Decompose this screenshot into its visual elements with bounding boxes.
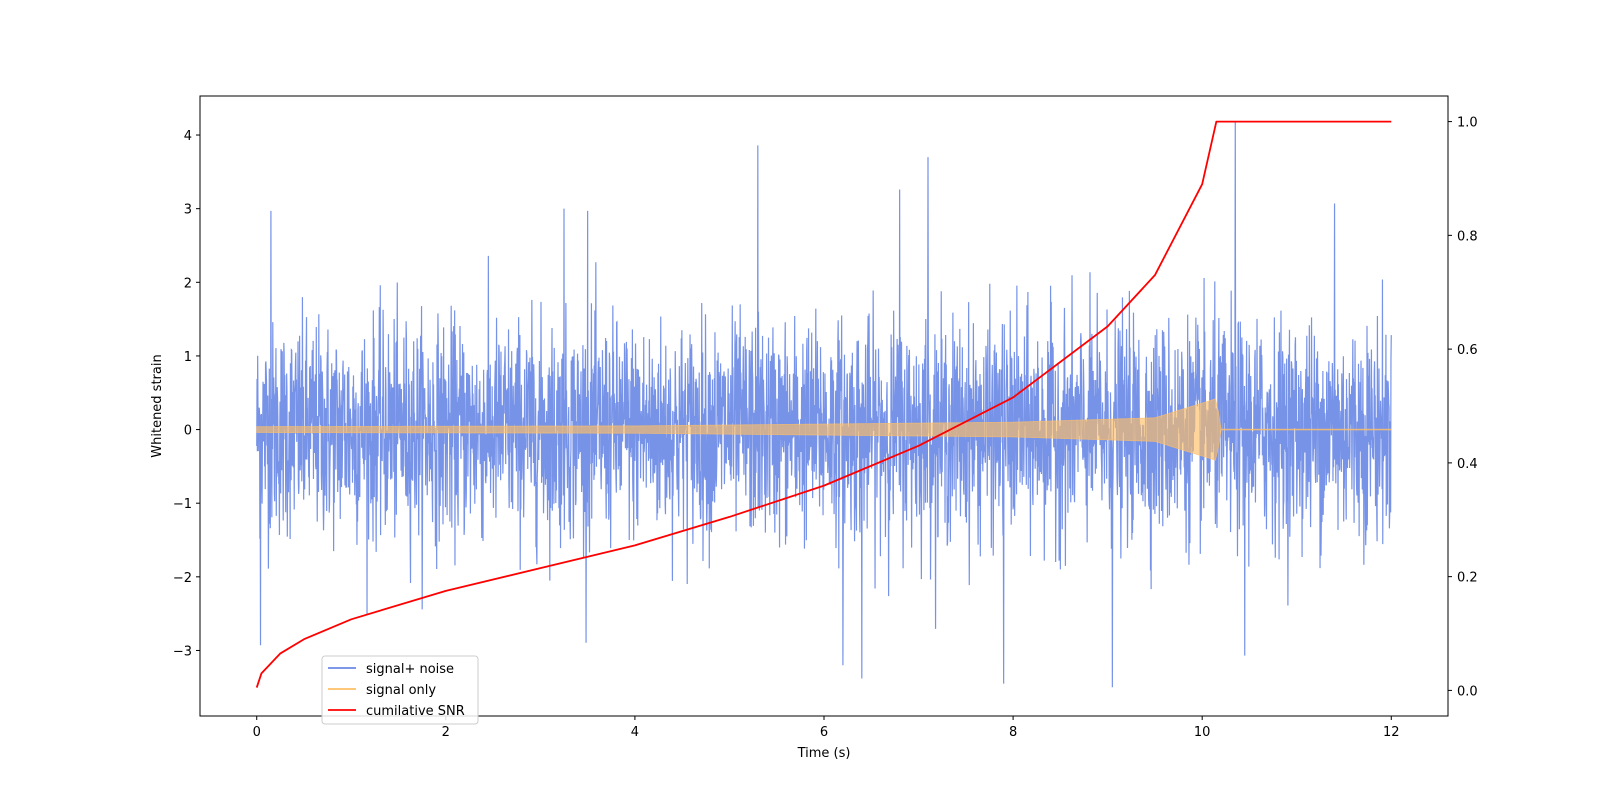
y-tick-label: 2: [184, 276, 192, 291]
y2-tick-label: 0.4: [1457, 457, 1478, 472]
y2-tick-label: 1.0: [1457, 116, 1478, 131]
y-axis-label: Whitened strain: [150, 354, 165, 457]
x-axis: 0 2 4 6 8 10 12: [253, 716, 1400, 740]
x-tick-label: 2: [442, 725, 450, 740]
y2-tick-label: 0.8: [1457, 229, 1478, 244]
x-tick-label: 6: [820, 725, 828, 740]
y-tick-label: −3: [173, 644, 192, 659]
legend: signal+ noise signal only cumilative SNR: [321, 655, 479, 725]
series-signal-only: [256, 398, 1392, 461]
x-tick-label: 10: [1194, 725, 1211, 740]
y2-tick-label: 0.6: [1457, 343, 1478, 358]
y-tick-label: 0: [184, 424, 192, 439]
x-tick-label: 0: [253, 725, 261, 740]
y-tick-label: −1: [173, 497, 192, 512]
y-axis-left: −3 −2 −1 0 1 2 3 4: [173, 129, 200, 659]
series-cumilative-snr: [255, 120, 1392, 688]
x-tick-label: 12: [1383, 725, 1400, 740]
legend-label-cumilative-snr: cumilative SNR: [366, 704, 465, 719]
x-tick-label: 8: [1009, 725, 1017, 740]
y-axis-right: 0.0 0.2 0.4 0.6 0.8 1.0: [1448, 116, 1478, 699]
x-tick-label: 4: [631, 725, 639, 740]
y2-tick-label: 0.0: [1457, 684, 1478, 699]
legend-label-signal-noise: signal+ noise: [366, 662, 454, 677]
plot-area: [255, 120, 1392, 688]
y-tick-label: −2: [173, 571, 192, 586]
y-tick-label: 3: [184, 203, 192, 218]
y2-tick-label: 0.2: [1457, 571, 1478, 586]
legend-box: [321, 655, 479, 725]
legend-label-signal-only: signal only: [366, 683, 436, 698]
x-axis-label: Time (s): [797, 746, 851, 761]
y-tick-label: 4: [184, 129, 192, 144]
y-tick-label: 1: [184, 350, 192, 365]
